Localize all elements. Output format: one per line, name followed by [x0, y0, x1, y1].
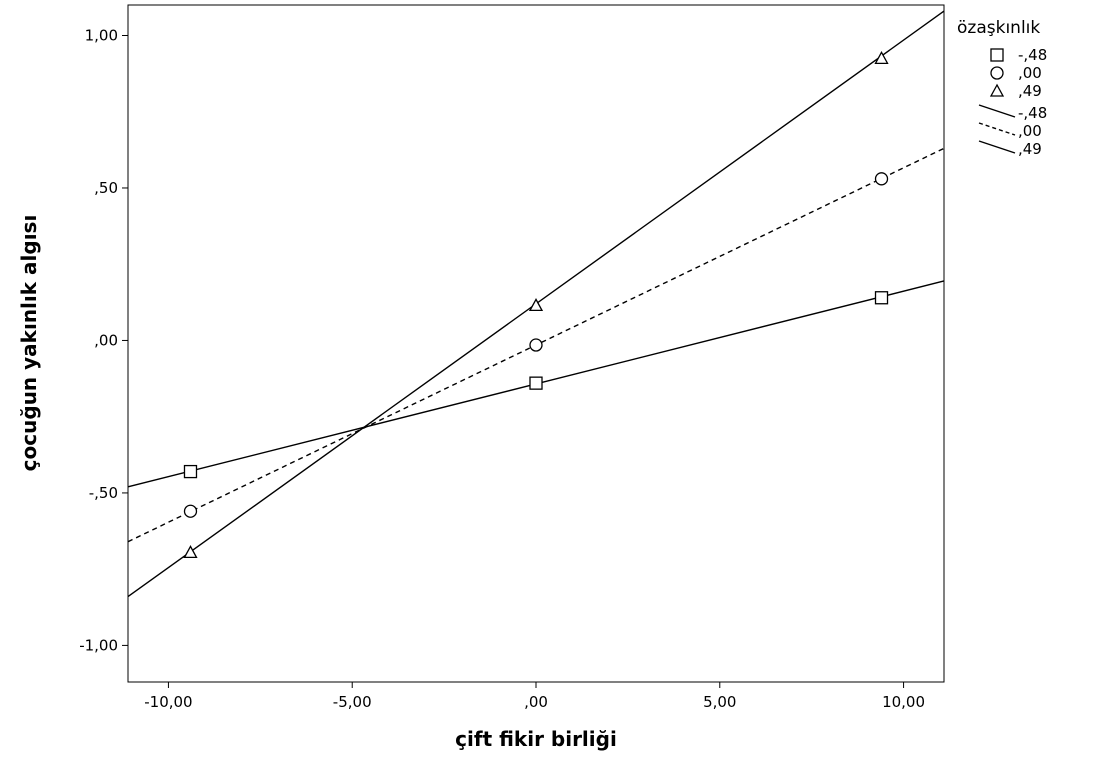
y-tick-label: ,00 [94, 331, 118, 349]
x-tick-label: -10,00 [144, 693, 192, 711]
y-axis-title: çocuğun yakınlık algısı [17, 215, 41, 472]
legend-line-sample [978, 122, 1016, 136]
y-tick-label: -1,00 [79, 636, 118, 654]
data-point-series-1 [874, 172, 889, 186]
x-axis-title: çift fikir birliği [455, 727, 617, 751]
data-point-series-0 [529, 376, 543, 390]
x-tick-label: ,00 [524, 693, 548, 711]
legend-label: -,48 [1018, 46, 1047, 64]
data-point-series-0 [183, 464, 198, 479]
legend-label: -,48 [1018, 104, 1047, 122]
legend-label: ,00 [1018, 64, 1042, 82]
data-point-series-2 [528, 298, 544, 312]
data-point-series-1 [529, 338, 543, 352]
legend-label: ,00 [1018, 122, 1042, 140]
data-point-series-0 [874, 291, 889, 305]
x-tick-label: 5,00 [703, 693, 736, 711]
plot-area: -10,00 -5,00 ,00 5,00 10,00 1,00 ,50 ,00 -,50 -1,… [79, 4, 945, 711]
legend-marker-circle [990, 66, 1004, 80]
data-point-series-2 [874, 51, 889, 65]
legend-marker-triangle [989, 83, 1005, 97]
legend-line-sample [978, 140, 1016, 154]
y-tick-label: 1,00 [85, 26, 118, 44]
data-point-series-2 [183, 545, 198, 559]
legend: -,48,00,49-,48,00,49 [978, 46, 1047, 158]
y-tick-label: ,50 [94, 179, 118, 197]
y-tick-label: -,50 [89, 484, 118, 502]
data-point-series-1 [183, 504, 198, 518]
legend-label: ,49 [1018, 82, 1042, 100]
legend-label: ,49 [1018, 140, 1042, 158]
legend-line-sample [978, 104, 1016, 118]
legend-marker-square [990, 48, 1004, 62]
x-tick-label: 10,00 [882, 693, 925, 711]
x-tick-label: -5,00 [333, 693, 372, 711]
legend-title: özaşkınlık [957, 18, 1040, 38]
